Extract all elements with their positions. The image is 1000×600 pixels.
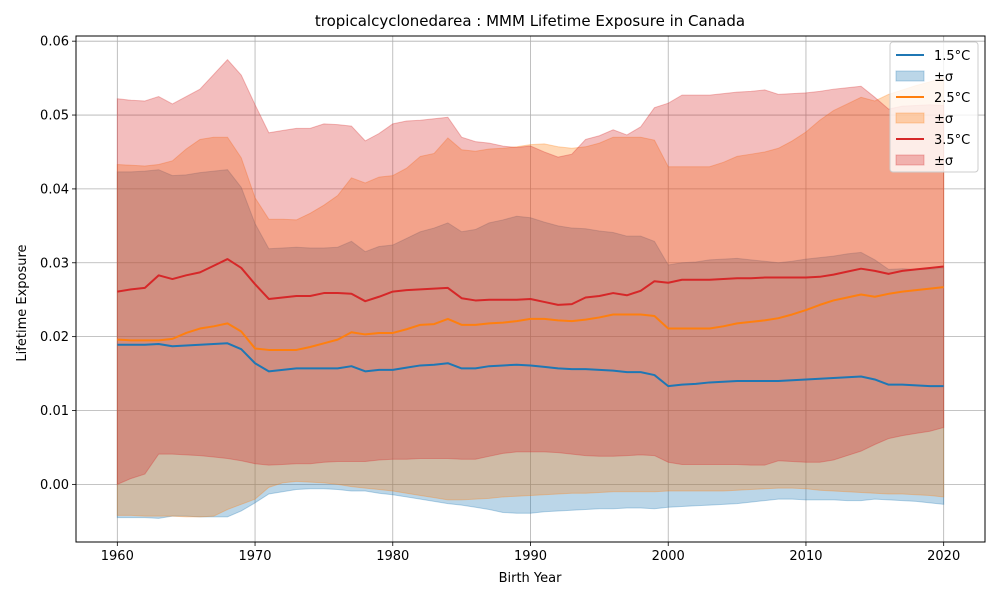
legend-band-swatch <box>895 154 925 166</box>
x-tick-label: 1960 <box>101 549 134 564</box>
legend-label: 1.5°C <box>934 49 970 64</box>
y-tick-label: 0.06 <box>40 35 69 50</box>
bands <box>116 58 945 519</box>
series-line-2 <box>117 286 944 351</box>
legend: 1.5°C ±σ 2.5°C ±σ 3.5°C ±σ <box>889 41 979 173</box>
x-tick-label: 2000 <box>652 549 685 564</box>
legend-band-swatch <box>895 70 925 82</box>
series-line-3 <box>117 258 944 306</box>
x-tick-label: 1990 <box>514 549 547 564</box>
legend-band-label: ±σ <box>934 154 953 169</box>
legend-band-label: ±σ <box>934 70 953 85</box>
x-tick-label: 1970 <box>238 549 271 564</box>
legend-band-label: ±σ <box>934 112 953 127</box>
y-tick-label: 0.01 <box>40 404 69 419</box>
x-tick-label: 2010 <box>789 549 822 564</box>
y-tick-label: 0.04 <box>40 182 69 197</box>
x-tick-label: 2020 <box>927 549 960 564</box>
legend-label: 2.5°C <box>934 91 970 106</box>
y-axis-label: Lifetime Exposure <box>15 244 30 361</box>
x-axis: 1960 1970 1980 1990 2000 2010 2020 <box>101 542 960 564</box>
y-tick-label: 0.05 <box>40 109 69 124</box>
y-tick-label: 0.00 <box>40 478 69 493</box>
band-3 <box>116 58 945 486</box>
series-line-1 <box>117 342 944 388</box>
grid <box>76 36 985 542</box>
lines <box>117 258 944 388</box>
x-tick-label: 1980 <box>376 549 409 564</box>
legend-label: 3.5°C <box>934 133 970 148</box>
band-2 <box>116 76 945 518</box>
y-axis: 0.00 0.01 0.02 0.03 0.04 0.05 0.06 <box>40 35 76 493</box>
y-tick-label: 0.02 <box>40 330 69 345</box>
x-axis-label: Birth Year <box>499 571 563 586</box>
chart-title: tropicalcyclonedarea : MMM Lifetime Expo… <box>315 12 745 30</box>
legend-band-swatch <box>895 112 925 124</box>
y-tick-label: 0.03 <box>40 256 69 271</box>
band-1 <box>116 169 945 519</box>
